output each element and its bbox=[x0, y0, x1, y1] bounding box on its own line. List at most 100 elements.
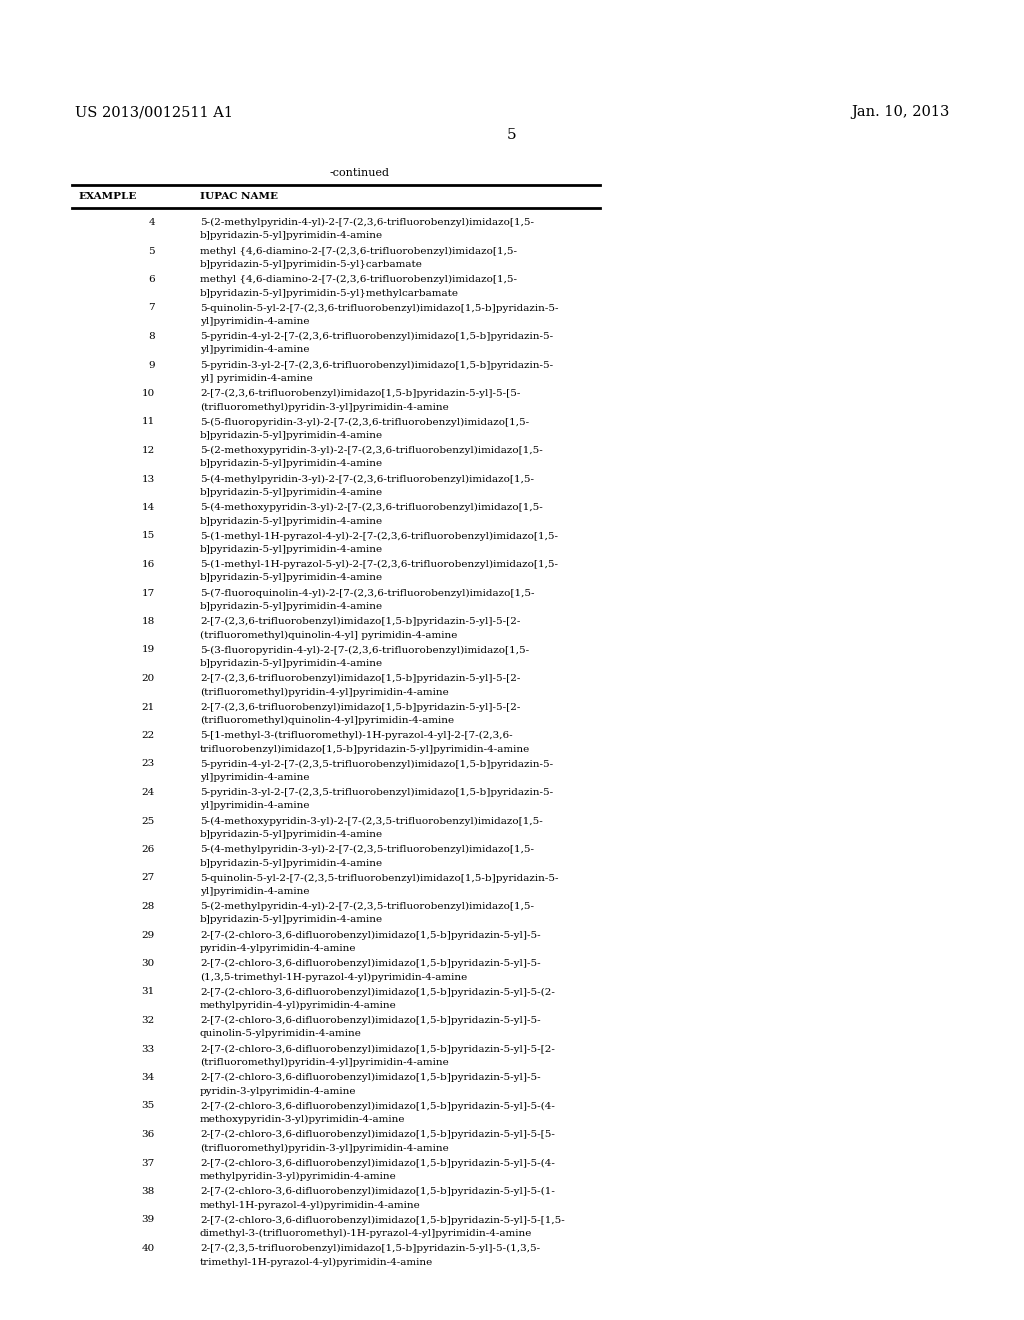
Text: 5-quinolin-5-yl-2-[7-(2,3,6-trifluorobenzyl)imidazo[1,5-b]pyridazin-5-: 5-quinolin-5-yl-2-[7-(2,3,6-trifluoroben… bbox=[200, 304, 558, 313]
Text: 15: 15 bbox=[141, 532, 155, 540]
Text: 5-pyridin-4-yl-2-[7-(2,3,6-trifluorobenzyl)imidazo[1,5-b]pyridazin-5-: 5-pyridin-4-yl-2-[7-(2,3,6-trifluorobenz… bbox=[200, 333, 553, 341]
Text: 24: 24 bbox=[141, 788, 155, 797]
Text: methyl {4,6-diamino-2-[7-(2,3,6-trifluorobenzyl)imidazo[1,5-: methyl {4,6-diamino-2-[7-(2,3,6-trifluor… bbox=[200, 275, 517, 284]
Text: 2-[7-(2-chloro-3,6-difluorobenzyl)imidazo[1,5-b]pyridazin-5-yl]-5-: 2-[7-(2-chloro-3,6-difluorobenzyl)imidaz… bbox=[200, 1016, 541, 1026]
Text: methylpyridin-4-yl)pyrimidin-4-amine: methylpyridin-4-yl)pyrimidin-4-amine bbox=[200, 1001, 396, 1010]
Text: (trifluoromethyl)quinolin-4-yl]pyrimidin-4-amine: (trifluoromethyl)quinolin-4-yl]pyrimidin… bbox=[200, 715, 454, 725]
Text: 40: 40 bbox=[141, 1243, 155, 1253]
Text: 33: 33 bbox=[141, 1044, 155, 1053]
Text: (1,3,5-trimethyl-1H-pyrazol-4-yl)pyrimidin-4-amine: (1,3,5-trimethyl-1H-pyrazol-4-yl)pyrimid… bbox=[200, 973, 467, 982]
Text: 9: 9 bbox=[148, 360, 155, 370]
Text: methoxypyridin-3-yl)pyrimidin-4-amine: methoxypyridin-3-yl)pyrimidin-4-amine bbox=[200, 1115, 406, 1125]
Text: b]pyridazin-5-yl]pyrimidin-4-amine: b]pyridazin-5-yl]pyrimidin-4-amine bbox=[200, 916, 383, 924]
Text: 8: 8 bbox=[148, 333, 155, 341]
Text: 5-[1-methyl-3-(trifluoromethyl)-1H-pyrazol-4-yl]-2-[7-(2,3,6-: 5-[1-methyl-3-(trifluoromethyl)-1H-pyraz… bbox=[200, 731, 513, 741]
Text: 2-[7-(2,3,6-trifluorobenzyl)imidazo[1,5-b]pyridazin-5-yl]-5-[2-: 2-[7-(2,3,6-trifluorobenzyl)imidazo[1,5-… bbox=[200, 675, 520, 684]
Text: b]pyridazin-5-yl]pyrimidin-4-amine: b]pyridazin-5-yl]pyrimidin-4-amine bbox=[200, 602, 383, 611]
Text: 39: 39 bbox=[141, 1216, 155, 1225]
Text: (trifluoromethyl)pyridin-3-yl]pyrimidin-4-amine: (trifluoromethyl)pyridin-3-yl]pyrimidin-… bbox=[200, 1143, 449, 1152]
Text: b]pyridazin-5-yl]pyrimidin-4-amine: b]pyridazin-5-yl]pyrimidin-4-amine bbox=[200, 858, 383, 867]
Text: 5-(5-fluoropyridin-3-yl)-2-[7-(2,3,6-trifluorobenzyl)imidazo[1,5-: 5-(5-fluoropyridin-3-yl)-2-[7-(2,3,6-tri… bbox=[200, 417, 529, 426]
Text: 4: 4 bbox=[148, 218, 155, 227]
Text: 2-[7-(2,3,6-trifluorobenzyl)imidazo[1,5-b]pyridazin-5-yl]-5-[2-: 2-[7-(2,3,6-trifluorobenzyl)imidazo[1,5-… bbox=[200, 616, 520, 626]
Text: 6: 6 bbox=[148, 275, 155, 284]
Text: 18: 18 bbox=[141, 616, 155, 626]
Text: yl]pyrimidin-4-amine: yl]pyrimidin-4-amine bbox=[200, 801, 309, 810]
Text: 11: 11 bbox=[141, 417, 155, 426]
Text: b]pyridazin-5-yl]pyrimidin-4-amine: b]pyridazin-5-yl]pyrimidin-4-amine bbox=[200, 659, 383, 668]
Text: b]pyridazin-5-yl]pyrimidin-4-amine: b]pyridazin-5-yl]pyrimidin-4-amine bbox=[200, 545, 383, 554]
Text: 2-[7-(2-chloro-3,6-difluorobenzyl)imidazo[1,5-b]pyridazin-5-yl]-5-[2-: 2-[7-(2-chloro-3,6-difluorobenzyl)imidaz… bbox=[200, 1044, 555, 1053]
Text: yl]pyrimidin-4-amine: yl]pyrimidin-4-amine bbox=[200, 887, 309, 896]
Text: dimethyl-3-(trifluoromethyl)-1H-pyrazol-4-yl]pyrimidin-4-amine: dimethyl-3-(trifluoromethyl)-1H-pyrazol-… bbox=[200, 1229, 532, 1238]
Text: 5-pyridin-3-yl-2-[7-(2,3,6-trifluorobenzyl)imidazo[1,5-b]pyridazin-5-: 5-pyridin-3-yl-2-[7-(2,3,6-trifluorobenz… bbox=[200, 360, 553, 370]
Text: 37: 37 bbox=[141, 1159, 155, 1167]
Text: b]pyridazin-5-yl]pyrimidin-4-amine: b]pyridazin-5-yl]pyrimidin-4-amine bbox=[200, 488, 383, 498]
Text: 5-quinolin-5-yl-2-[7-(2,3,5-trifluorobenzyl)imidazo[1,5-b]pyridazin-5-: 5-quinolin-5-yl-2-[7-(2,3,5-trifluoroben… bbox=[200, 874, 558, 883]
Text: 21: 21 bbox=[141, 702, 155, 711]
Text: 22: 22 bbox=[141, 731, 155, 741]
Text: 2-[7-(2-chloro-3,6-difluorobenzyl)imidazo[1,5-b]pyridazin-5-yl]-5-(1-: 2-[7-(2-chloro-3,6-difluorobenzyl)imidaz… bbox=[200, 1187, 555, 1196]
Text: 34: 34 bbox=[141, 1073, 155, 1082]
Text: -continued: -continued bbox=[330, 168, 390, 178]
Text: 23: 23 bbox=[141, 759, 155, 768]
Text: methyl {4,6-diamino-2-[7-(2,3,6-trifluorobenzyl)imidazo[1,5-: methyl {4,6-diamino-2-[7-(2,3,6-trifluor… bbox=[200, 247, 517, 256]
Text: trifluorobenzyl)imidazo[1,5-b]pyridazin-5-yl]pyrimidin-4-amine: trifluorobenzyl)imidazo[1,5-b]pyridazin-… bbox=[200, 744, 530, 754]
Text: 7: 7 bbox=[148, 304, 155, 313]
Text: 2-[7-(2-chloro-3,6-difluorobenzyl)imidazo[1,5-b]pyridazin-5-yl]-5-(4-: 2-[7-(2-chloro-3,6-difluorobenzyl)imidaz… bbox=[200, 1101, 555, 1110]
Text: b]pyridazin-5-yl]pyrimidin-4-amine: b]pyridazin-5-yl]pyrimidin-4-amine bbox=[200, 231, 383, 240]
Text: b]pyridazin-5-yl]pyrimidin-4-amine: b]pyridazin-5-yl]pyrimidin-4-amine bbox=[200, 459, 383, 469]
Text: 16: 16 bbox=[141, 560, 155, 569]
Text: 35: 35 bbox=[141, 1101, 155, 1110]
Text: (trifluoromethyl)quinolin-4-yl] pyrimidin-4-amine: (trifluoromethyl)quinolin-4-yl] pyrimidi… bbox=[200, 631, 458, 640]
Text: 38: 38 bbox=[141, 1187, 155, 1196]
Text: yl]pyrimidin-4-amine: yl]pyrimidin-4-amine bbox=[200, 346, 309, 355]
Text: 20: 20 bbox=[141, 675, 155, 682]
Text: 5-(1-methyl-1H-pyrazol-4-yl)-2-[7-(2,3,6-trifluorobenzyl)imidazo[1,5-: 5-(1-methyl-1H-pyrazol-4-yl)-2-[7-(2,3,6… bbox=[200, 532, 558, 541]
Text: 2-[7-(2,3,6-trifluorobenzyl)imidazo[1,5-b]pyridazin-5-yl]-5-[2-: 2-[7-(2,3,6-trifluorobenzyl)imidazo[1,5-… bbox=[200, 702, 520, 711]
Text: 2-[7-(2-chloro-3,6-difluorobenzyl)imidazo[1,5-b]pyridazin-5-yl]-5-: 2-[7-(2-chloro-3,6-difluorobenzyl)imidaz… bbox=[200, 1073, 541, 1082]
Text: 5-(2-methoxypyridin-3-yl)-2-[7-(2,3,6-trifluorobenzyl)imidazo[1,5-: 5-(2-methoxypyridin-3-yl)-2-[7-(2,3,6-tr… bbox=[200, 446, 543, 455]
Text: 28: 28 bbox=[141, 902, 155, 911]
Text: 31: 31 bbox=[141, 987, 155, 997]
Text: 14: 14 bbox=[141, 503, 155, 512]
Text: b]pyridazin-5-yl]pyrimidin-5-yl}methylcarbamate: b]pyridazin-5-yl]pyrimidin-5-yl}methylca… bbox=[200, 289, 459, 297]
Text: pyridin-3-ylpyrimidin-4-amine: pyridin-3-ylpyrimidin-4-amine bbox=[200, 1086, 356, 1096]
Text: 30: 30 bbox=[141, 960, 155, 968]
Text: 5-(3-fluoropyridin-4-yl)-2-[7-(2,3,6-trifluorobenzyl)imidazo[1,5-: 5-(3-fluoropyridin-4-yl)-2-[7-(2,3,6-tri… bbox=[200, 645, 529, 655]
Text: US 2013/0012511 A1: US 2013/0012511 A1 bbox=[75, 106, 233, 119]
Text: 36: 36 bbox=[141, 1130, 155, 1139]
Text: 25: 25 bbox=[141, 817, 155, 825]
Text: 5-(2-methylpyridin-4-yl)-2-[7-(2,3,6-trifluorobenzyl)imidazo[1,5-: 5-(2-methylpyridin-4-yl)-2-[7-(2,3,6-tri… bbox=[200, 218, 534, 227]
Text: 27: 27 bbox=[141, 874, 155, 883]
Text: 2-[7-(2-chloro-3,6-difluorobenzyl)imidazo[1,5-b]pyridazin-5-yl]-5-: 2-[7-(2-chloro-3,6-difluorobenzyl)imidaz… bbox=[200, 931, 541, 940]
Text: yl] pyrimidin-4-amine: yl] pyrimidin-4-amine bbox=[200, 374, 312, 383]
Text: methylpyridin-3-yl)pyrimidin-4-amine: methylpyridin-3-yl)pyrimidin-4-amine bbox=[200, 1172, 396, 1181]
Text: (trifluoromethyl)pyridin-4-yl]pyrimidin-4-amine: (trifluoromethyl)pyridin-4-yl]pyrimidin-… bbox=[200, 1059, 449, 1067]
Text: pyridin-4-ylpyrimidin-4-amine: pyridin-4-ylpyrimidin-4-amine bbox=[200, 944, 356, 953]
Text: b]pyridazin-5-yl]pyrimidin-4-amine: b]pyridazin-5-yl]pyrimidin-4-amine bbox=[200, 516, 383, 525]
Text: Jan. 10, 2013: Jan. 10, 2013 bbox=[852, 106, 950, 119]
Text: EXAMPLE: EXAMPLE bbox=[78, 191, 136, 201]
Text: 5-(7-fluoroquinolin-4-yl)-2-[7-(2,3,6-trifluorobenzyl)imidazo[1,5-: 5-(7-fluoroquinolin-4-yl)-2-[7-(2,3,6-tr… bbox=[200, 589, 535, 598]
Text: trimethyl-1H-pyrazol-4-yl)pyrimidin-4-amine: trimethyl-1H-pyrazol-4-yl)pyrimidin-4-am… bbox=[200, 1258, 433, 1267]
Text: 32: 32 bbox=[141, 1016, 155, 1026]
Text: 2-[7-(2,3,6-trifluorobenzyl)imidazo[1,5-b]pyridazin-5-yl]-5-[5-: 2-[7-(2,3,6-trifluorobenzyl)imidazo[1,5-… bbox=[200, 389, 520, 399]
Text: 10: 10 bbox=[141, 389, 155, 399]
Text: b]pyridazin-5-yl]pyrimidin-5-yl}carbamate: b]pyridazin-5-yl]pyrimidin-5-yl}carbamat… bbox=[200, 260, 423, 269]
Text: b]pyridazin-5-yl]pyrimidin-4-amine: b]pyridazin-5-yl]pyrimidin-4-amine bbox=[200, 432, 383, 440]
Text: 13: 13 bbox=[141, 474, 155, 483]
Text: 19: 19 bbox=[141, 645, 155, 655]
Text: 5: 5 bbox=[148, 247, 155, 256]
Text: 29: 29 bbox=[141, 931, 155, 940]
Text: 17: 17 bbox=[141, 589, 155, 598]
Text: 5-(4-methoxypyridin-3-yl)-2-[7-(2,3,5-trifluorobenzyl)imidazo[1,5-: 5-(4-methoxypyridin-3-yl)-2-[7-(2,3,5-tr… bbox=[200, 817, 543, 825]
Text: 2-[7-(2-chloro-3,6-difluorobenzyl)imidazo[1,5-b]pyridazin-5-yl]-5-(2-: 2-[7-(2-chloro-3,6-difluorobenzyl)imidaz… bbox=[200, 987, 555, 997]
Text: 5-(1-methyl-1H-pyrazol-5-yl)-2-[7-(2,3,6-trifluorobenzyl)imidazo[1,5-: 5-(1-methyl-1H-pyrazol-5-yl)-2-[7-(2,3,6… bbox=[200, 560, 558, 569]
Text: IUPAC NAME: IUPAC NAME bbox=[200, 191, 278, 201]
Text: methyl-1H-pyrazol-4-yl)pyrimidin-4-amine: methyl-1H-pyrazol-4-yl)pyrimidin-4-amine bbox=[200, 1200, 421, 1209]
Text: quinolin-5-ylpyrimidin-4-amine: quinolin-5-ylpyrimidin-4-amine bbox=[200, 1030, 361, 1039]
Text: 26: 26 bbox=[141, 845, 155, 854]
Text: 5-(4-methoxypyridin-3-yl)-2-[7-(2,3,6-trifluorobenzyl)imidazo[1,5-: 5-(4-methoxypyridin-3-yl)-2-[7-(2,3,6-tr… bbox=[200, 503, 543, 512]
Text: yl]pyrimidin-4-amine: yl]pyrimidin-4-amine bbox=[200, 317, 309, 326]
